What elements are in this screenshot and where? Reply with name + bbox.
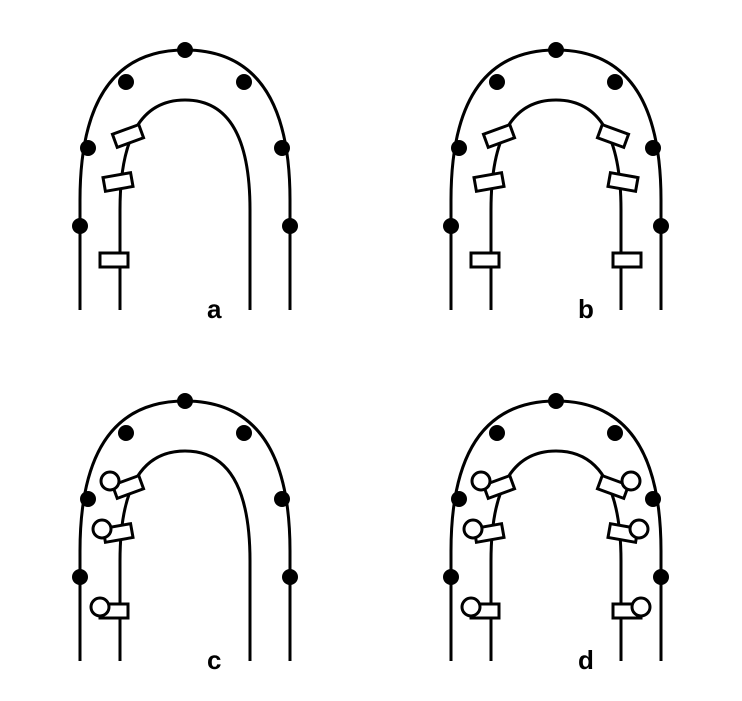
panel-d: d	[371, 351, 742, 701]
panel-b: b	[371, 0, 742, 351]
panel-a: a	[0, 0, 371, 351]
panel-c: c	[0, 351, 371, 701]
panel-c-svg	[0, 351, 371, 701]
panel-d-label: d	[578, 645, 594, 676]
panel-a-svg	[0, 0, 371, 350]
panel-b-label: b	[578, 294, 594, 325]
panel-d-svg	[371, 351, 742, 701]
panel-a-label: a	[207, 294, 221, 325]
panel-c-label: c	[207, 645, 221, 676]
figure-grid: a b c d	[0, 0, 742, 701]
panel-b-svg	[371, 0, 742, 350]
